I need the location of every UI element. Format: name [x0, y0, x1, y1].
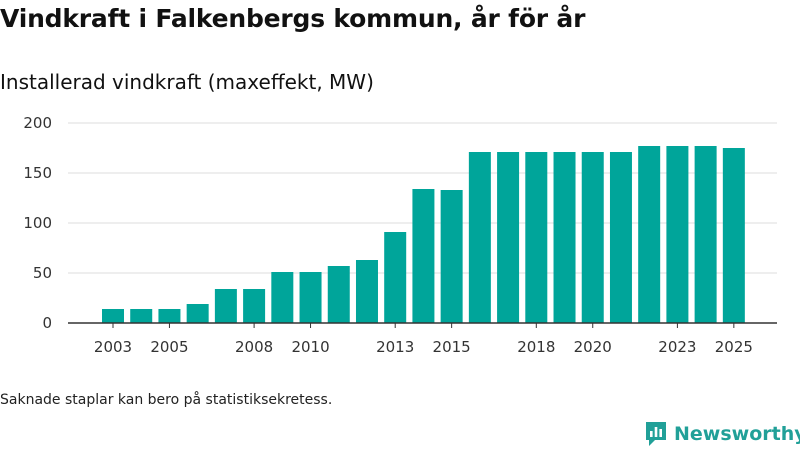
bar-2003 — [102, 309, 124, 323]
chart-subtitle: Installerad vindkraft (maxeffekt, MW) — [0, 70, 374, 94]
bar-2012 — [355, 260, 378, 323]
x-tick-label: 2015 — [433, 338, 471, 356]
bar-2016 — [468, 152, 491, 323]
bar-2025 — [722, 148, 745, 323]
y-axis-ticks: 0 50 100 150 200 — [23, 114, 52, 332]
newsworthy-logo-icon — [646, 422, 666, 446]
x-tick-label: 2013 — [376, 338, 414, 356]
y-tick-label: 200 — [23, 114, 52, 132]
x-tick-label: 2020 — [574, 338, 612, 356]
bar-2017 — [497, 152, 520, 323]
bars — [102, 146, 745, 323]
bar-2015 — [440, 190, 463, 323]
y-tick-label: 100 — [23, 214, 52, 232]
bar-2022 — [638, 146, 661, 323]
bar-2018 — [525, 152, 548, 323]
bar-2006 — [186, 304, 209, 323]
x-tick-label: 2023 — [658, 338, 696, 356]
bar-2008 — [243, 289, 266, 323]
y-tick-label: 50 — [33, 264, 52, 282]
y-tick-label: 150 — [23, 164, 52, 182]
bar-2014 — [412, 189, 435, 323]
x-tick-label: 2008 — [235, 338, 273, 356]
footnote: Saknade staplar kan bero på statistiksek… — [0, 392, 333, 408]
x-tick-label: 2010 — [291, 338, 329, 356]
bar-2023 — [666, 146, 689, 323]
x-axis-ticks: 2003 2005 2008 2010 2013 2015 2018 2020 2023 2025 — [94, 323, 753, 356]
y-tick-label: 0 — [42, 314, 52, 332]
x-tick-label: 2018 — [517, 338, 555, 356]
bar-2005 — [158, 309, 181, 323]
bar-2004 — [130, 309, 153, 323]
bar-2019 — [553, 152, 576, 323]
x-tick-label: 2005 — [150, 338, 188, 356]
bar-2010 — [299, 272, 322, 323]
x-tick-label: 2003 — [94, 338, 132, 356]
brand-logo: Newsworthy — [644, 419, 800, 449]
bar-2024 — [694, 146, 717, 323]
bar-2011 — [327, 266, 350, 323]
bar-2021 — [609, 152, 632, 323]
bar-2020 — [581, 152, 604, 323]
x-tick-label: 2025 — [715, 338, 753, 356]
bar-2013 — [384, 232, 407, 323]
chart-title: Vindkraft i Falkenbergs kommun, år för å… — [0, 4, 586, 33]
bar-2007 — [214, 289, 237, 323]
brand-name: Newsworthy — [674, 423, 800, 445]
bar-2009 — [271, 272, 294, 323]
